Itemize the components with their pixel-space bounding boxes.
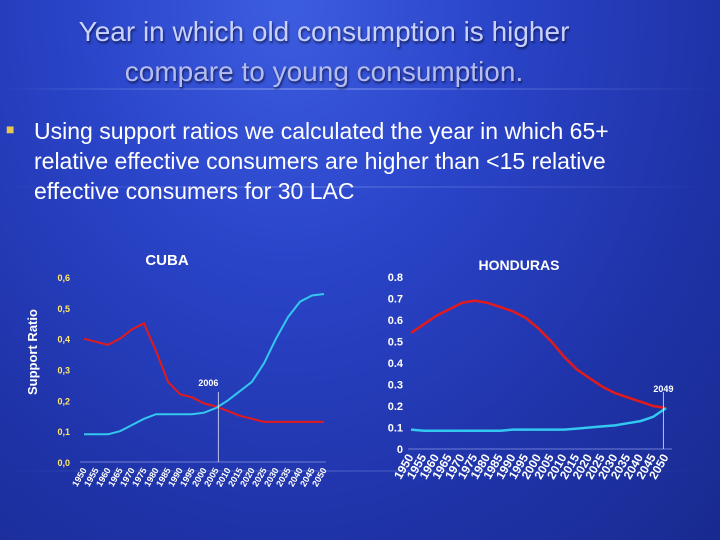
- bullet-text: Using support ratios we calculated the y…: [34, 118, 609, 204]
- y-tick-label: 0.7: [388, 294, 403, 306]
- cuba-young-line: [83, 321, 324, 423]
- chart-title-cuba: CUBA: [145, 252, 188, 269]
- square-bullet-icon: ■: [6, 121, 15, 137]
- y-tick-label: 0.4: [388, 358, 404, 370]
- y-tick-label: 0,3: [57, 366, 70, 376]
- y-tick-label: 0: [397, 444, 403, 456]
- y-tick-label: 0,5: [57, 304, 70, 314]
- chart-title-honduras: HONDURAS: [479, 257, 560, 273]
- background-streak: [0, 470, 720, 472]
- y-tick-label: 0.8: [388, 272, 403, 284]
- y-tick-label: 0.5: [388, 337, 403, 349]
- y-tick-label: 0.3: [388, 380, 403, 392]
- y-tick-label: 0.1: [388, 423, 403, 435]
- y-tick-label: 0,4: [57, 335, 70, 345]
- bullet-point: ■ Using support ratios we calculated the…: [6, 116, 666, 206]
- y-tick-label: 0,2: [57, 396, 70, 406]
- background-streak: [0, 186, 720, 188]
- cuba-old-line: [84, 293, 325, 436]
- slide-title-line1: Year in which old consumption is higher: [78, 16, 570, 47]
- y-tick-label: 0,1: [57, 427, 70, 437]
- y-axis-label: Support Ratio: [25, 309, 40, 395]
- y-tick-label: 0,0: [57, 458, 70, 468]
- background-streak: [0, 88, 720, 90]
- cuba-crossover-label: 2006: [198, 378, 218, 388]
- honduras-old-line: [410, 407, 667, 432]
- honduras-crossover-label: 2049: [653, 384, 673, 394]
- y-tick-label: 0,6: [57, 273, 70, 283]
- y-tick-label: 0.6: [388, 315, 403, 327]
- y-tick-label: 0.2: [388, 401, 403, 413]
- slide-title-line2: compare to young consumption.: [124, 56, 524, 87]
- honduras-young-line: [410, 299, 667, 410]
- slide-title: Year in which old consumption is higher …: [0, 12, 648, 92]
